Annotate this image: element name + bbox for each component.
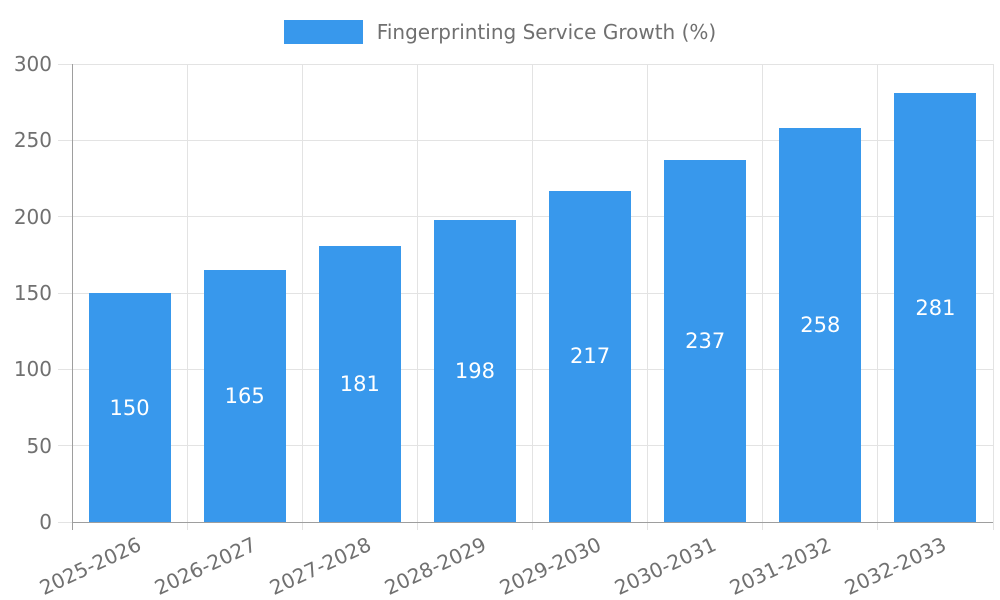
- bar-2026-2027[interactable]: [203, 270, 286, 522]
- x-tick-label: 2032-2033: [841, 532, 951, 600]
- x-tick-label: 2026-2027: [150, 532, 260, 600]
- bar-2032-2033[interactable]: [894, 93, 977, 522]
- legend-label[interactable]: Fingerprinting Service Growth (%): [376, 20, 717, 44]
- y-gridline: [58, 216, 993, 218]
- x-gridline: [301, 64, 303, 530]
- bar-value-label: 217: [570, 344, 611, 369]
- y-tick-label: 250: [13, 128, 52, 153]
- bar-2025-2026[interactable]: [88, 293, 171, 522]
- x-gridline: [647, 64, 649, 530]
- x-tick-label: 2027-2028: [265, 532, 375, 600]
- x-tick-label: 2028-2029: [380, 532, 490, 600]
- bar-value-label: 150: [109, 395, 150, 420]
- bar-value-label: 198: [454, 358, 495, 383]
- x-gridline: [532, 64, 533, 530]
- bar-value-label: 181: [339, 371, 380, 396]
- y-tick-label: 0: [39, 510, 52, 534]
- bar-value-label: 281: [915, 295, 956, 320]
- x-tick-label: 2031-2032: [726, 532, 836, 600]
- x-tick-label: 2029-2030: [495, 532, 605, 600]
- y-axis-line: [71, 64, 73, 530]
- bar-2030-2031[interactable]: [664, 160, 747, 522]
- x-tick-label: 2030-2031: [610, 532, 720, 600]
- y-tick-label: 150: [13, 281, 52, 305]
- y-gridline: [58, 445, 993, 447]
- x-gridline: [992, 64, 994, 530]
- y-gridline: [58, 292, 993, 294]
- y-tick-label: 200: [13, 204, 52, 229]
- chart-legend: Fingerprinting Service Growth (%): [0, 20, 1000, 44]
- x-tick-label: 2025-2026: [35, 532, 145, 600]
- x-gridline: [186, 64, 188, 530]
- y-gridline: [58, 368, 993, 370]
- x-gridline: [762, 64, 764, 530]
- bar-2028-2029[interactable]: [433, 219, 516, 522]
- bar-2031-2032[interactable]: [779, 128, 862, 522]
- bar-value-label: 165: [224, 384, 265, 409]
- x-gridline: [877, 64, 879, 530]
- bar-value-label: 258: [800, 313, 841, 338]
- x-gridline: [416, 64, 418, 530]
- bar-2029-2030[interactable]: [549, 190, 632, 522]
- bar-value-label: 237: [685, 329, 726, 354]
- y-tick-label: 100: [13, 357, 52, 382]
- bar-2027-2028[interactable]: [318, 245, 401, 522]
- legend-swatch[interactable]: [283, 20, 363, 44]
- x-axis-line: [72, 521, 993, 523]
- y-gridline: [58, 139, 993, 141]
- y-gridline: [58, 63, 993, 65]
- y-tick-label: 300: [13, 52, 52, 76]
- y-tick-label: 50: [26, 433, 52, 458]
